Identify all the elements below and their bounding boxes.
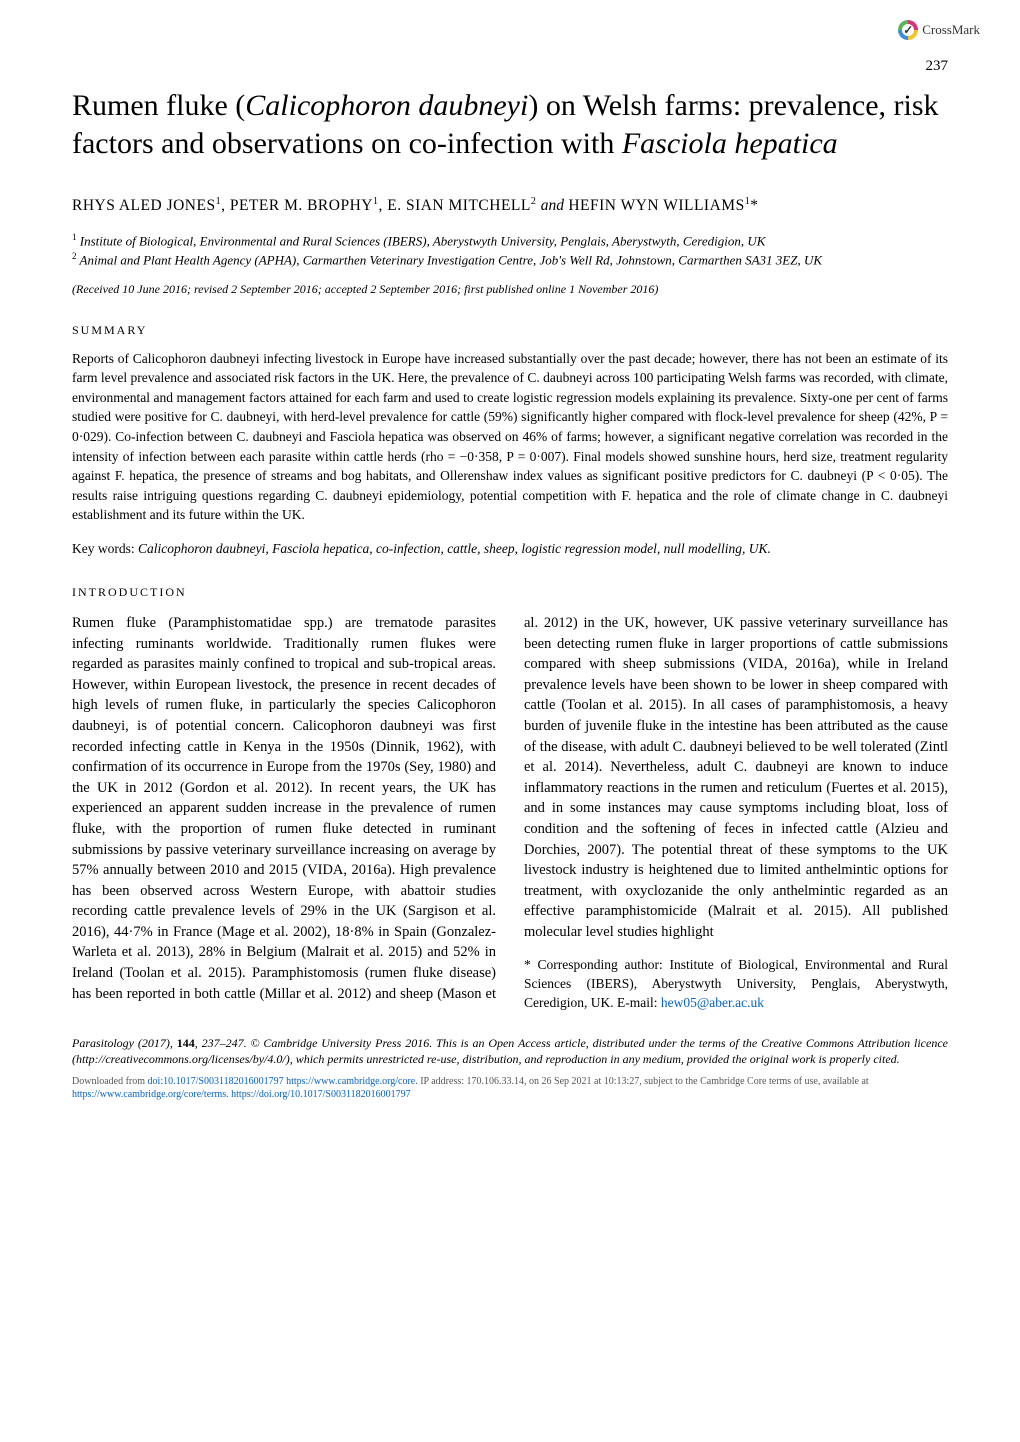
authors-and: and <box>541 197 564 214</box>
doi-link-2[interactable]: https://doi.org/10.1017/S003118201600179… <box>231 1089 410 1100</box>
footer-journal: Parasitology <box>72 1036 134 1050</box>
crossmark-icon <box>898 20 918 40</box>
aff-1: Institute of Biological, Environmental a… <box>77 234 766 249</box>
footer-vol: 144 <box>177 1036 195 1050</box>
footer-license: Parasitology (2017), 144, 237–247. © Cam… <box>72 1035 948 1067</box>
authors-block: RHYS ALED JONES1, PETER M. BROPHY1, E. S… <box>72 194 948 217</box>
title-pre: Rumen fluke ( <box>72 89 245 122</box>
footer-pages: , 237–247. <box>195 1036 251 1050</box>
author-3: E. SIAN MITCHELL <box>387 197 531 214</box>
keywords-text: Calicophoron daubneyi, Fasciola hepatica… <box>138 541 771 556</box>
intro-text: Rumen fluke (Paramphistomatidae spp.) ar… <box>72 615 948 1001</box>
author-3-sup: 2 <box>531 196 537 207</box>
download-line1a: Downloaded from <box>72 1076 148 1087</box>
aff-2: Animal and Plant Health Agency (APHA), C… <box>77 253 823 268</box>
keywords-label: Key words: <box>72 541 138 556</box>
summary-text: Reports of Calicophoron daubneyi infecti… <box>72 349 948 525</box>
keywords-block: Key words: Calicophoron daubneyi, Fascio… <box>72 539 948 559</box>
introduction-heading: INTRODUCTION <box>72 584 948 601</box>
page-number: 237 <box>72 56 948 77</box>
received-dates: (Received 10 June 2016; revised 2 Septem… <box>72 281 948 298</box>
title-species-2: Fasciola hepatica <box>622 127 838 160</box>
corresponding-email-link[interactable]: hew05@aber.ac.uk <box>661 995 764 1010</box>
affiliations-block: 1 Institute of Biological, Environmental… <box>72 231 948 269</box>
download-note: Downloaded from doi:10.1017/S00311820160… <box>72 1075 948 1101</box>
author-1: RHYS ALED JONES <box>72 197 216 214</box>
author-2: PETER M. BROPHY <box>230 197 373 214</box>
corresponding-author: * Corresponding author: Institute of Bio… <box>524 956 948 1013</box>
author-2-sup: 1 <box>373 196 379 207</box>
author-4: HEFIN WYN WILLIAMS <box>568 197 744 214</box>
crossmark-badge[interactable]: CrossMark <box>898 20 980 40</box>
article-title: Rumen fluke (Calicophoron daubneyi) on W… <box>72 87 948 162</box>
download-line1c: . IP address: 170.106.33.14, on 26 Sep 2… <box>415 1076 868 1087</box>
footer-year-vol: (2017), <box>134 1036 177 1050</box>
core-link-1[interactable]: https://www.cambridge.org/core <box>286 1076 415 1087</box>
core-terms-link[interactable]: https://www.cambridge.org/core/terms <box>72 1089 226 1100</box>
author-4-ast: * <box>750 197 758 214</box>
crossmark-label: CrossMark <box>922 21 980 39</box>
title-species-1: Calicophoron daubneyi <box>245 89 528 122</box>
summary-heading: SUMMARY <box>72 322 948 339</box>
author-1-sup: 1 <box>216 196 222 207</box>
doi-link[interactable]: doi:10.1017/S0031182016001797 <box>148 1076 284 1087</box>
introduction-body: Rumen fluke (Paramphistomatidae spp.) ar… <box>72 613 948 1013</box>
